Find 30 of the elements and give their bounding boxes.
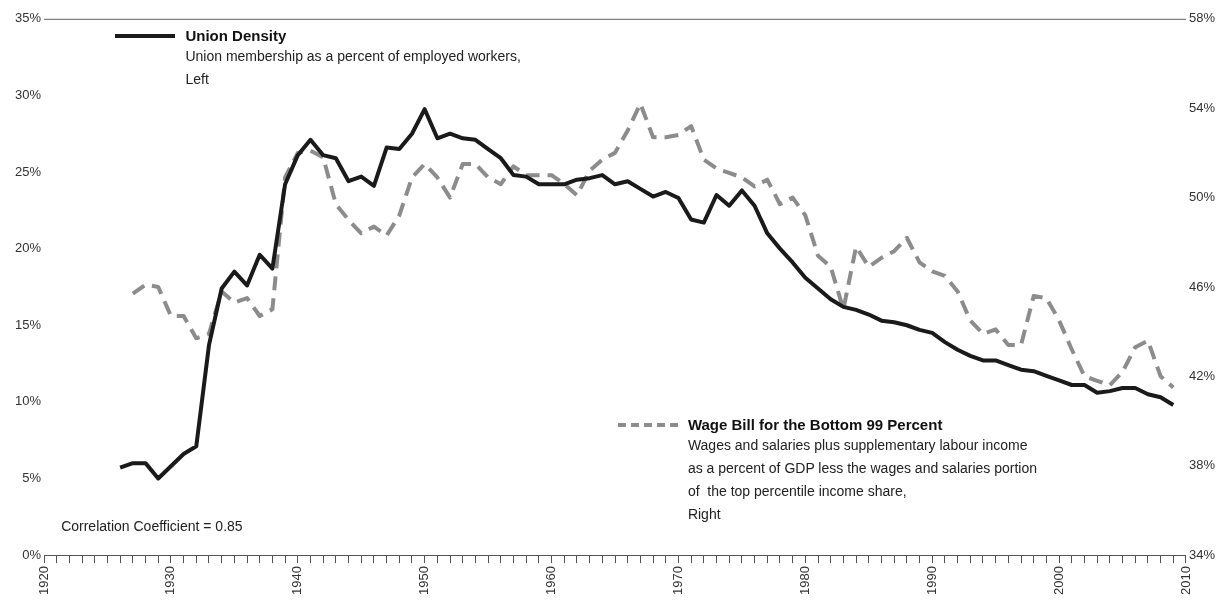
y2-tick-label: 38% — [1188, 457, 1216, 473]
annotation: Correlation Coefficient = 0.85 — [61, 517, 243, 534]
legend-label: Wage Bill for the Bottom 99 Percent — [687, 415, 944, 434]
x-tick-label: 1990 — [923, 566, 939, 595]
y-tick-label: 30% — [14, 86, 42, 102]
y-tick-label: 0% — [22, 546, 42, 562]
y2-tick-label: 54% — [1188, 99, 1216, 115]
x-tick-label: 1930 — [162, 566, 178, 595]
legend-label: Union Density — [185, 26, 288, 45]
annotation: Wages and salaries plus supplementary labour income as a percent of GDP less the wages and salaries portion of the top percentile income share, Right — [687, 435, 1038, 524]
annotation: Union membership as a percent of employed workers, Left — [185, 46, 521, 89]
x-tick-label: 1920 — [35, 566, 51, 595]
x-tick-label: 2010 — [1177, 566, 1193, 595]
y2-tick-label: 34% — [1188, 546, 1216, 562]
x-tick-label: 2000 — [1050, 566, 1066, 595]
y-tick-label: 15% — [14, 316, 42, 332]
y2-tick-label: 42% — [1188, 367, 1216, 383]
y2-tick-label: 58% — [1188, 10, 1216, 26]
x-tick-label: 1970 — [670, 566, 686, 595]
x-tick-label: 1980 — [796, 566, 812, 595]
x-tick-label: 1940 — [289, 566, 305, 595]
y2-tick-label: 46% — [1188, 278, 1216, 294]
x-tick-label: 1960 — [543, 566, 559, 595]
y-tick-label: 25% — [14, 163, 42, 179]
y-tick-label: 20% — [14, 240, 42, 256]
y-tick-label: 10% — [14, 393, 42, 409]
y2-tick-label: 50% — [1188, 189, 1216, 205]
x-tick-label: 1950 — [416, 566, 432, 595]
y-tick-label: 5% — [22, 470, 42, 486]
y-tick-label: 35% — [14, 10, 42, 26]
